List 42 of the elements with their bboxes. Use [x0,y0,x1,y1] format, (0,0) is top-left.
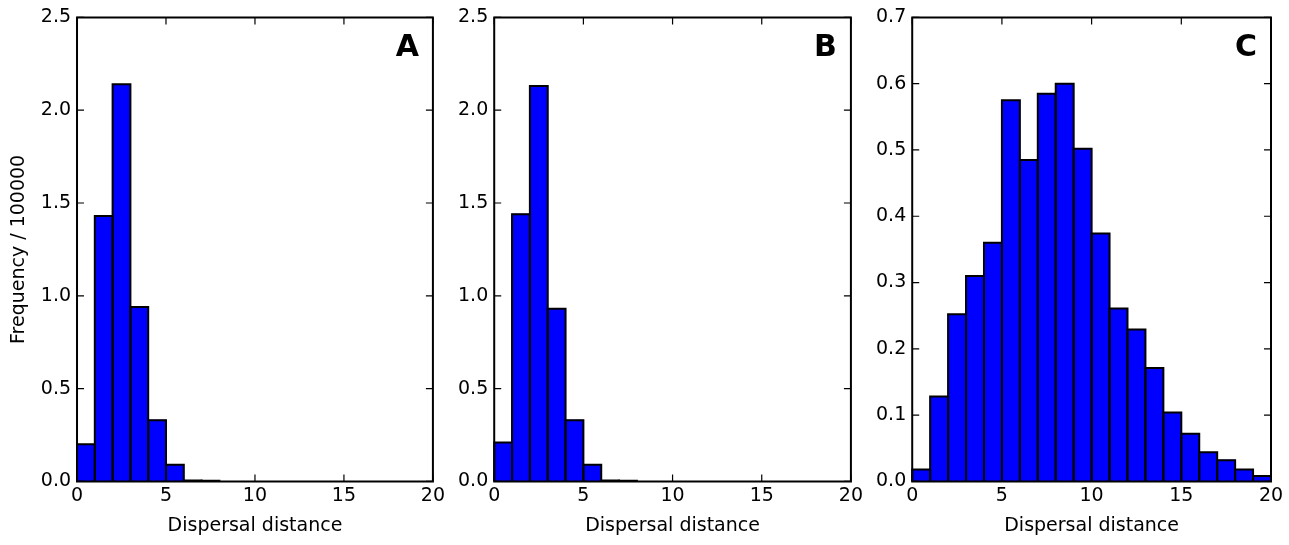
annotation: A [395,28,420,64]
y-tick-label: 0.1 [876,402,907,425]
x-axis-title: Dispersal distance [167,512,343,535]
x-tick-label: 0 [906,482,919,505]
x-tick-label: 10 [1079,482,1104,505]
y-tick-label: 0.0 [458,468,489,491]
x-tick-label: 15 [331,482,357,505]
y-tick-label: 0.5 [40,375,72,398]
x-tick-label: 10 [242,482,268,505]
x-axis-title: Dispersal distance [1004,512,1179,535]
x-tick-label: 20 [420,482,446,505]
y-tick-label: 2.0 [40,97,72,120]
x-tick-label: 5 [995,482,1008,505]
y-tick-label: 0.0 [876,468,907,491]
x-tick-label: 20 [838,482,864,505]
y-tick-label: 0.0 [40,468,72,491]
x-tick-label: 15 [1169,482,1194,505]
y-tick-label: 0.4 [876,203,907,226]
y-tick-label: 2.5 [40,4,72,27]
y-tick-label: 2.0 [458,97,489,120]
y-tick-label: 0.2 [876,335,907,358]
y-tick-label: 0.7 [876,4,907,27]
x-tick-label: 0 [488,482,501,505]
annotation: C [1234,28,1257,64]
x-tick-label: 15 [749,482,774,505]
x-tick-label: 5 [577,482,590,505]
y-axis-title: Frequency / 100000 [6,154,29,344]
y-tick-label: 0.6 [876,70,907,93]
x-tick-label: 10 [660,482,685,505]
y-tick-label: 2.5 [458,4,489,27]
y-tick-label: 0.5 [876,136,907,159]
x-tick-label: 0 [70,482,84,505]
x-axis-title: Dispersal distance [585,512,760,535]
x-tick-label: 20 [1258,482,1284,505]
x-tick-label: 5 [159,482,173,505]
y-tick-label: 0.5 [458,375,489,398]
y-tick-label: 1.0 [458,282,489,305]
y-tick-label: 1.5 [458,189,489,212]
y-tick-label: 0.3 [876,269,907,292]
y-tick-label: 1.0 [40,282,72,305]
annotation: B [814,28,837,64]
y-tick-label: 1.5 [40,189,72,212]
